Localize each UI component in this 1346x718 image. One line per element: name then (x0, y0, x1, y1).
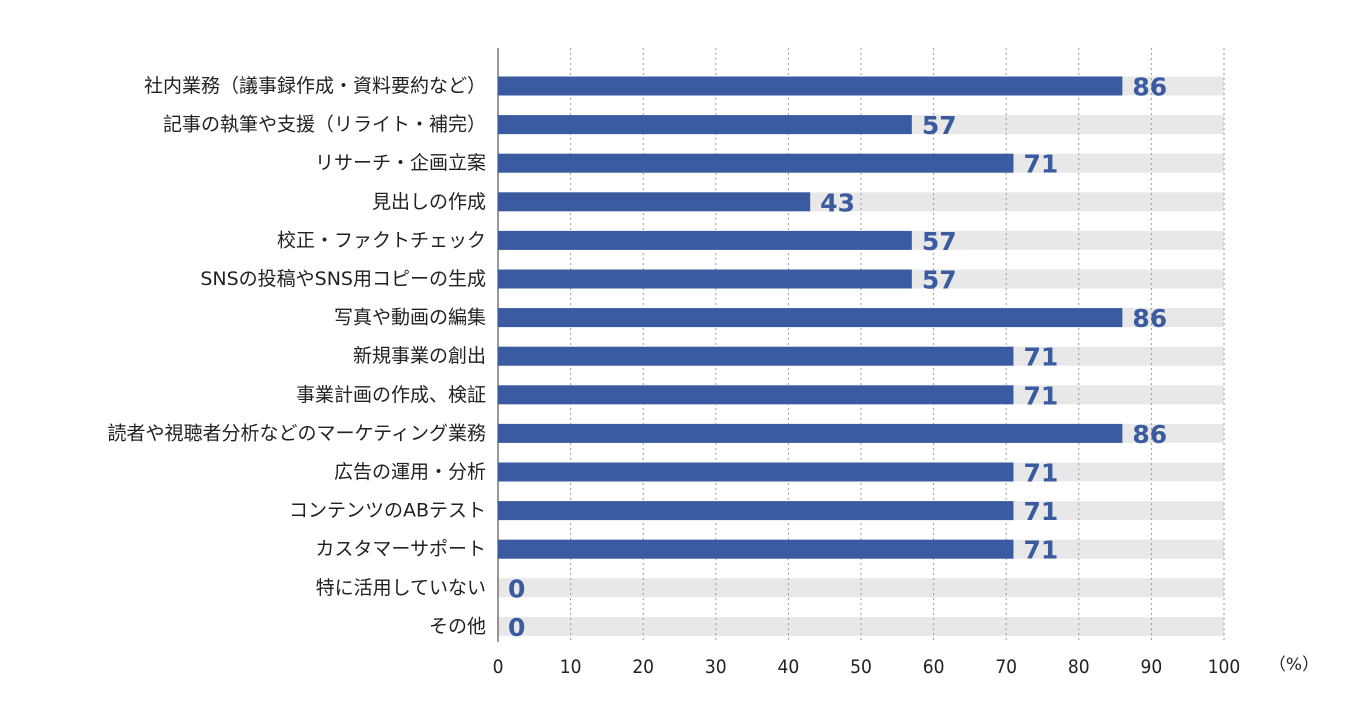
value-label: 71 (1023, 150, 1058, 179)
bar (498, 115, 912, 135)
category-label: 事業計画の作成、検証 (296, 384, 486, 406)
x-tick-label: 70 (995, 656, 1017, 678)
value-label: 86 (1132, 420, 1167, 449)
category-label: その他 (429, 615, 486, 637)
unit-label: （%） (1269, 655, 1319, 675)
value-label: 71 (1023, 497, 1058, 526)
value-label: 86 (1132, 73, 1167, 102)
value-label: 57 (922, 266, 957, 295)
value-label: 86 (1132, 304, 1167, 333)
category-label: 社内業務（議事録作成・資料要約など） (144, 75, 486, 97)
bar (498, 308, 1123, 328)
category-label: 写真や動画の編集 (334, 307, 486, 329)
bar (498, 501, 1014, 521)
category-label: リサーチ・企画立案 (315, 152, 486, 174)
value-label-group: 86 57 71 43 57 57 86 71 71 86 71 71 71 0 0 (508, 73, 1167, 642)
bar-group (498, 76, 1123, 559)
category-label-group: 社内業務（議事録作成・資料要約など） 記事の執筆や支援（リライト・補完） リサーチ・… (108, 75, 486, 637)
category-label: 特に活用していない (316, 577, 486, 599)
x-tick-label: 30 (705, 656, 727, 678)
value-label: 71 (1023, 459, 1058, 488)
value-label: 71 (1023, 536, 1058, 565)
category-label: 記事の執筆や支援（リライト・補完） (163, 114, 486, 136)
x-tick-label: 40 (778, 656, 800, 678)
x-tick-label: 100 (1208, 656, 1241, 678)
category-label: SNSの投稿やSNS用コピーの生成 (200, 268, 486, 290)
category-label: 読者や視聴者分析などのマーケティング業務 (108, 422, 486, 444)
value-label: 0 (508, 574, 525, 603)
x-tick-label: 10 (560, 656, 582, 678)
value-label: 43 (820, 188, 855, 217)
category-label: コンテンツのABテスト (289, 500, 486, 522)
bar (498, 153, 1014, 173)
x-tick-label: 80 (1068, 656, 1090, 678)
x-tick-label: 50 (850, 656, 872, 678)
bar (498, 192, 811, 212)
category-label: 広告の運用・分析 (334, 461, 486, 483)
x-tick-label: 90 (1141, 656, 1163, 678)
value-label: 71 (1023, 343, 1058, 372)
category-label: 新規事業の創出 (353, 345, 486, 367)
bar (498, 76, 1123, 96)
bar (498, 346, 1014, 366)
value-label: 57 (922, 227, 957, 256)
category-label: 校正・ファクトチェック (277, 229, 486, 251)
category-label: カスタマーサポート (315, 538, 486, 560)
value-label: 71 (1023, 381, 1058, 410)
value-label: 0 (508, 613, 525, 642)
bar (498, 269, 912, 289)
x-tick-label: 0 (493, 656, 504, 678)
category-label: 見出しの作成 (372, 191, 486, 213)
bar (498, 230, 912, 250)
bar (498, 462, 1014, 482)
x-tick-label: 60 (923, 656, 945, 678)
bar (498, 385, 1014, 405)
x-tick-label: 20 (632, 656, 654, 678)
bar (498, 539, 1014, 559)
bar-track (498, 578, 1224, 598)
bar-track (498, 616, 1224, 636)
value-label: 57 (922, 111, 957, 140)
tick-label-group: 0 10 20 30 40 50 60 70 80 90 100 （%） (493, 655, 1320, 678)
bar (498, 423, 1123, 443)
